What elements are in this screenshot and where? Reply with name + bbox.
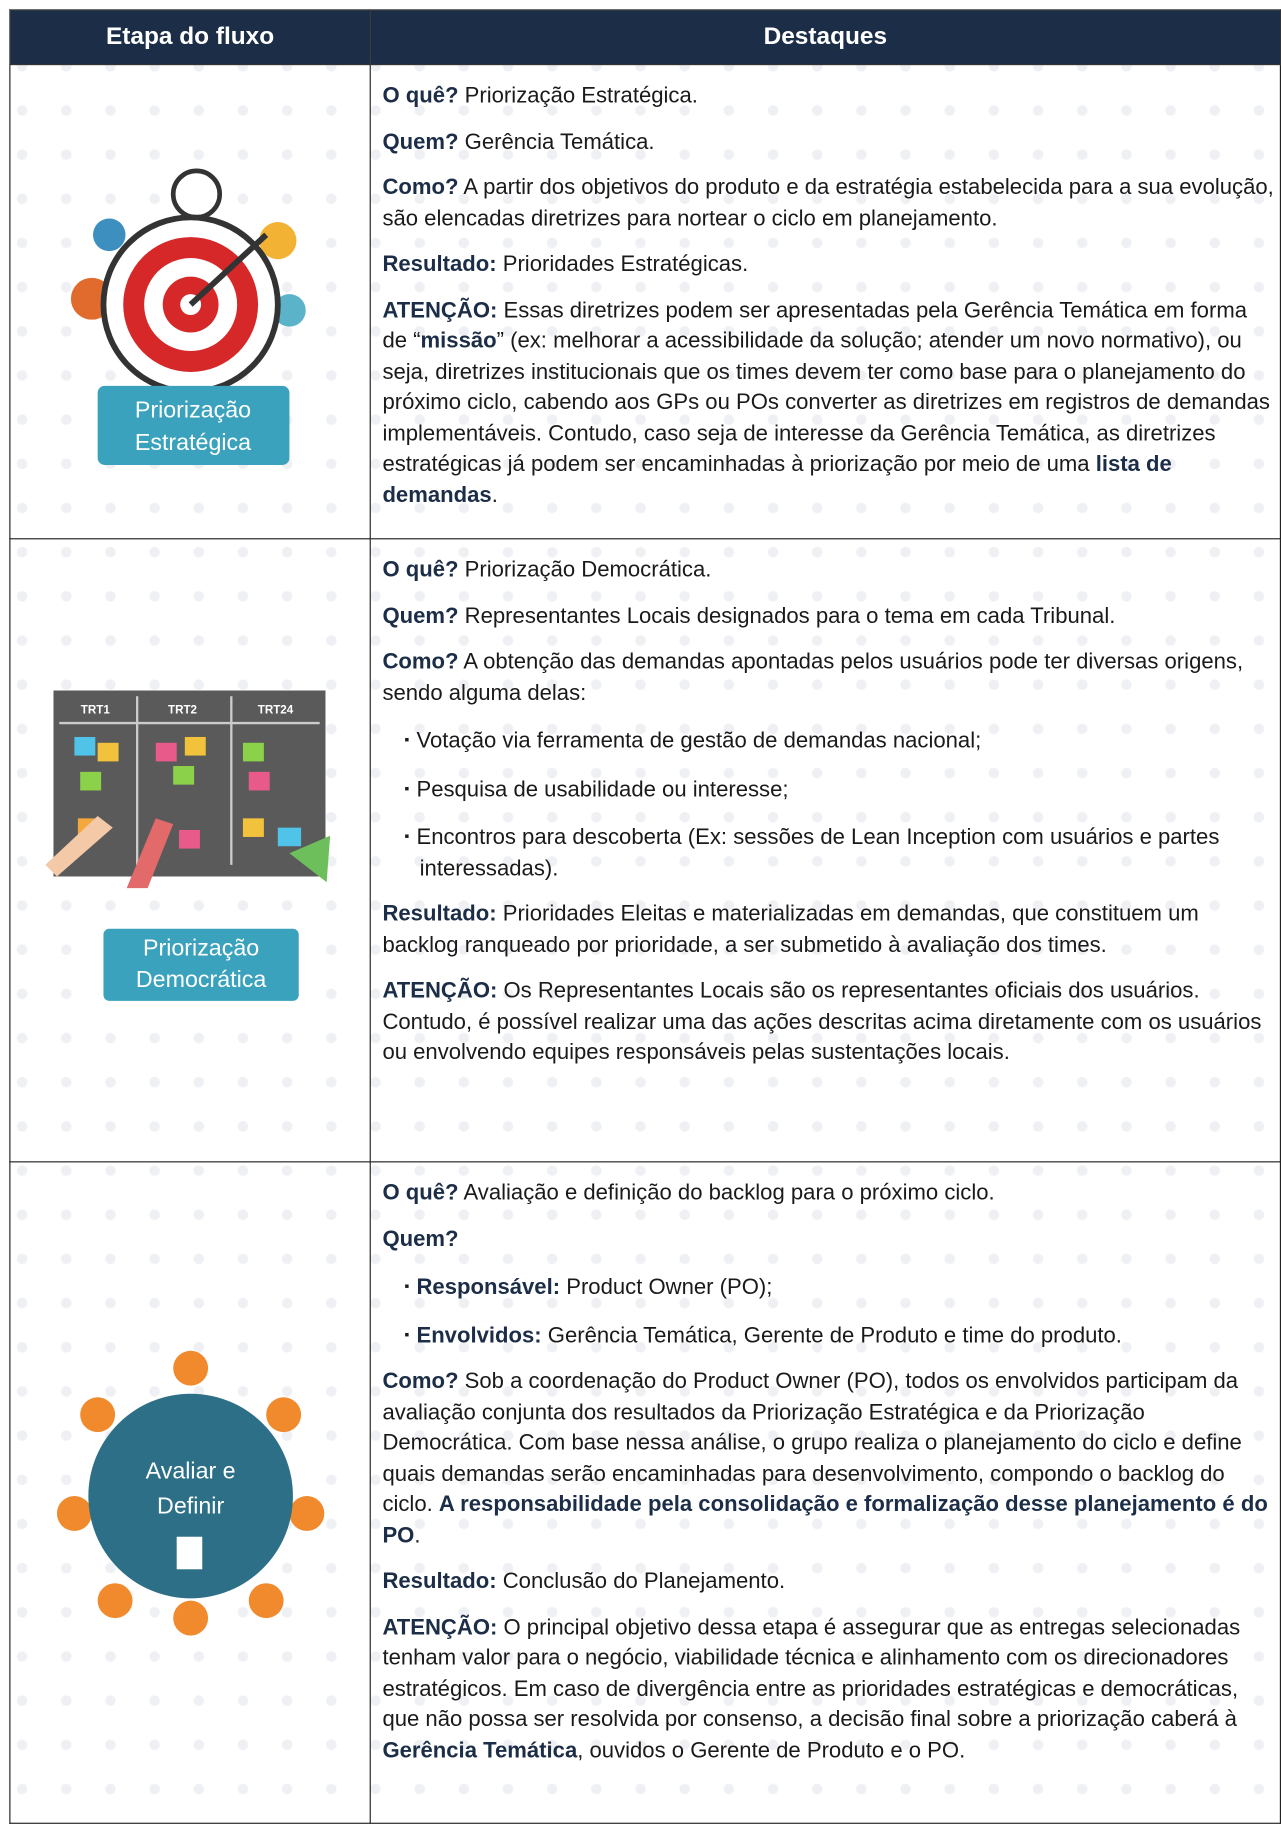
header-cell: Destaques	[369, 9, 1281, 66]
text: , ouvidos o Gerente de Produto e o PO.	[577, 1738, 966, 1763]
bold-text: Quem?	[382, 1226, 459, 1252]
paragraph: Quem?	[382, 1225, 1275, 1256]
paragraph: ATENÇÃO: Os Representantes Locais são os…	[382, 976, 1275, 1068]
board-column: TRT1	[81, 704, 111, 717]
bold-text: ATENÇÃO:	[382, 978, 498, 1004]
bold-text: Resultado:	[382, 252, 497, 277]
text: O principal objetivo dessa etapa é asseg…	[382, 1615, 1241, 1733]
bold-text: Resultado:	[382, 1569, 497, 1594]
paragraph: O quê? Priorização Democrática.	[382, 556, 1275, 587]
text: Gerência Temática, Gerente de Produto e …	[541, 1323, 1122, 1348]
text: ” (ex: melhorar a acessibilidade da solu…	[382, 328, 1270, 477]
bullet-item: Votação via ferramenta de gestão de dema…	[382, 724, 1275, 757]
text: Pesquisa de usabilidade ou interesse;	[416, 777, 789, 802]
bold-text: Envolvidos:	[416, 1323, 542, 1348]
text: .	[491, 482, 498, 508]
bold-text: O quê?	[382, 1181, 459, 1206]
text: Product Owner (PO);	[560, 1275, 773, 1300]
text: Avaliação e definição do backlog para o …	[458, 1181, 995, 1206]
stage-cell: TRT1 TRT2 TRT24 Priorização Democrática	[9, 538, 371, 1163]
bold-text: Quem?	[382, 129, 459, 155]
meeting-illustration: Avaliar e Definir	[56, 1350, 324, 1635]
paragraph: Resultado: Prioridades Eleitas e materia…	[382, 900, 1275, 962]
text: Priorização Estratégica.	[458, 83, 698, 109]
text: .	[414, 1523, 421, 1548]
target-illustration: Priorização Estratégica	[70, 168, 306, 465]
paragraph: Resultado: Conclusão do Planejamento.	[382, 1567, 1275, 1598]
bold-text: Gerência Temática	[382, 1738, 578, 1763]
bold-text: O quê?	[382, 83, 459, 109]
bold-text: O quê?	[382, 557, 459, 583]
text: Sob a coordenação do Product Owner (PO),…	[382, 1369, 1242, 1517]
bold-text: missão	[420, 328, 497, 354]
text: A obtenção das demandas apontadas pelos …	[382, 649, 1244, 706]
stage-label: Democrática	[136, 966, 266, 992]
board-column: TRT24	[258, 704, 294, 717]
bold-text: Como?	[382, 649, 459, 675]
stage-cell: Priorização Estratégica	[9, 63, 371, 540]
text: Essas diretrizes podem ser apresentadas …	[382, 298, 1248, 354]
flow-table: Etapa do fluxo Destaques Priorização Est…	[9, 9, 1281, 1824]
details-cell: O quê? Priorização Estratégica. Quem? Ger…	[369, 63, 1281, 540]
bold-text: Responsável:	[416, 1275, 561, 1300]
bullet-item: Envolvidos: Gerência Temática, Gerente d…	[382, 1319, 1275, 1352]
text: Os Representantes Locais são os represen…	[382, 978, 1262, 1065]
header-cell: Etapa do fluxo	[9, 9, 371, 66]
paragraph: Quem? Gerência Temática.	[382, 127, 1275, 158]
bullet-item: Pesquisa de usabilidade ou interesse;	[382, 772, 1275, 805]
text: Gerência Temática.	[458, 129, 655, 155]
details-cell: O quê? Avaliação e definição do backlog …	[369, 1161, 1281, 1824]
paragraph: O quê? Priorização Estratégica.	[382, 81, 1275, 112]
paragraph: ATENÇÃO: Essas diretrizes podem ser apre…	[382, 296, 1275, 512]
text: Prioridades Estratégicas.	[496, 252, 749, 277]
stage-cell: Avaliar e Definir	[9, 1161, 371, 1824]
text: A partir dos objetivos do produto e da e…	[382, 175, 1274, 231]
bullet-item: Encontros para descoberta (Ex: sessões d…	[382, 821, 1275, 885]
stage-label: Avaliar e	[145, 1457, 235, 1483]
bold-text: lista de demandas	[382, 452, 1172, 508]
stage-label: Priorização	[134, 396, 250, 422]
text: Prioridades Eleitas e materializadas em …	[382, 902, 1199, 958]
stage-label: Priorização	[143, 935, 259, 961]
stage-label: Estratégica	[134, 429, 250, 455]
bold-text: ATENÇÃO:	[382, 298, 498, 323]
paragraph: Quem? Representantes Locais designados p…	[382, 602, 1275, 633]
text: Votação via ferramenta de gestão de dema…	[416, 728, 982, 754]
bullet-item: Responsável: Product Owner (PO);	[382, 1271, 1275, 1304]
paragraph: Como? Sob a coordenação do Product Owner…	[382, 1367, 1275, 1552]
details-cell: O quê? Priorização Democrática. Quem? Rep…	[369, 538, 1281, 1163]
bold-text: Quem?	[382, 603, 459, 629]
text: Representantes Locais designados para o …	[458, 603, 1116, 629]
bold-text: A responsabilidade pela consolidação e f…	[382, 1492, 1268, 1548]
board-column: TRT2	[168, 704, 197, 717]
bold-text: ATENÇÃO:	[382, 1615, 498, 1640]
stage-label: Definir	[156, 1492, 223, 1518]
text: Encontros para descoberta (Ex: sessões d…	[416, 825, 1220, 881]
paragraph: ATENÇÃO: O principal objetivo dessa etap…	[382, 1613, 1275, 1767]
bold-text: Resultado:	[382, 902, 497, 927]
bold-text: Como?	[382, 1369, 459, 1394]
bold-text: Como?	[382, 175, 459, 200]
text: Conclusão do Planejamento.	[496, 1569, 786, 1594]
paragraph: Resultado: Prioridades Estratégicas.	[382, 250, 1275, 281]
text: Priorização Democrática.	[458, 557, 712, 583]
paragraph: Como? A partir dos objetivos do produto …	[382, 173, 1275, 235]
paragraph: O quê? Avaliação e definição do backlog …	[382, 1179, 1275, 1210]
paragraph: Como? A obtenção das demandas apontadas …	[382, 647, 1275, 709]
board-illustration: TRT1 TRT2 TRT24 Priorização Democrática	[45, 690, 331, 1001]
